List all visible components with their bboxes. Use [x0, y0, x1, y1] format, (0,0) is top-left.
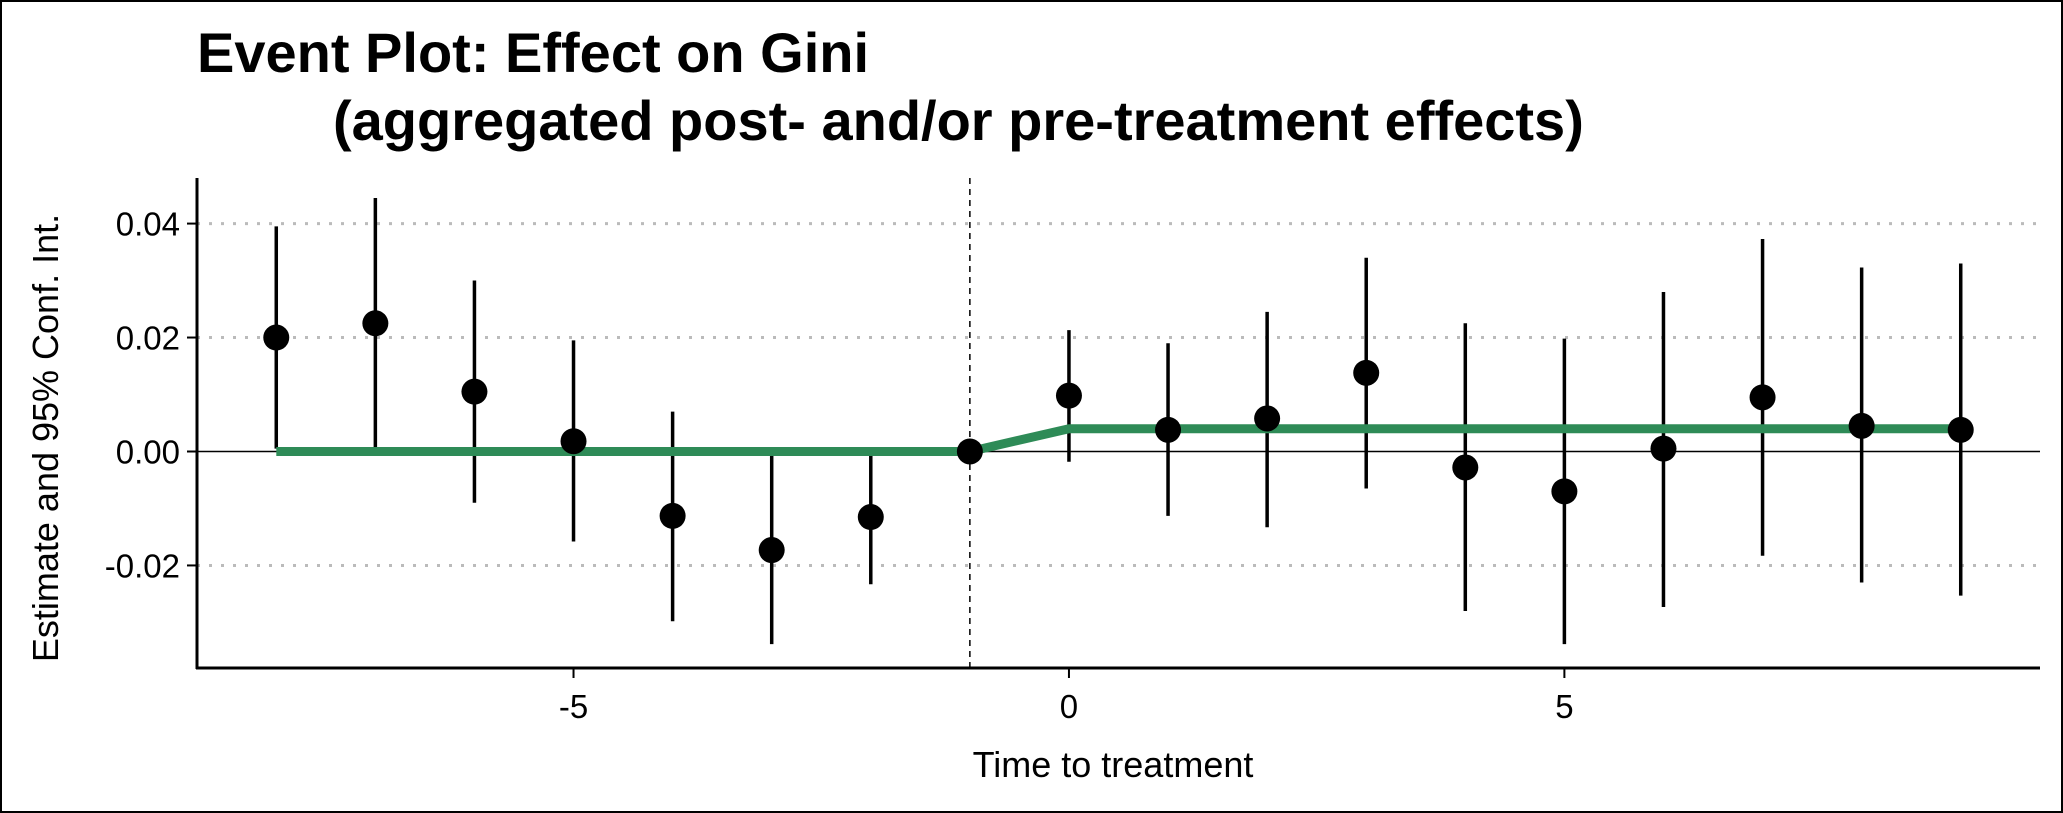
point-estimate-3	[560, 428, 587, 455]
y-tick-labels: 0.04 0.02 0.00 -0.02	[105, 206, 180, 585]
x-tick-label-2: 5	[1555, 688, 1573, 725]
point-estimate-6	[857, 504, 884, 531]
x-tick-labels: -5 0 5	[559, 688, 1574, 725]
aggregate-effect-line	[276, 424, 1961, 456]
point-estimate-14	[1650, 435, 1677, 462]
axes	[187, 178, 2040, 678]
point-estimate-16	[1848, 412, 1875, 439]
point-estimate-0	[263, 324, 290, 351]
point-estimate-11	[1353, 359, 1380, 386]
point-estimate-1	[362, 310, 389, 337]
point-estimates	[263, 310, 1974, 564]
y-tick-label-2: 0.00	[116, 433, 180, 470]
x-tick-label-1: 0	[1060, 688, 1078, 725]
point-estimate-15	[1749, 384, 1776, 411]
point-estimate-7	[956, 438, 983, 465]
point-estimate-2	[461, 378, 488, 405]
x-tick-label-0: -5	[559, 688, 588, 725]
confidence-intervals	[274, 197, 1963, 645]
chart-title-line2: (aggregated post- and/or pre-treatment e…	[333, 89, 1584, 152]
chart-title-line1: Event Plot: Effect on Gini	[197, 21, 869, 84]
point-estimate-12	[1452, 454, 1479, 481]
point-estimate-5	[758, 537, 785, 564]
x-axis-label: Time to treatment	[973, 744, 1254, 785]
aggregate-line	[276, 424, 1961, 456]
y-tick-label-1: 0.02	[116, 320, 180, 357]
point-estimate-17	[1947, 416, 1974, 443]
point-estimate-10	[1254, 405, 1281, 432]
point-estimate-8	[1055, 382, 1082, 409]
y-tick-label-3: -0.02	[105, 547, 180, 584]
point-estimate-13	[1551, 478, 1578, 505]
y-tick-label-0: 0.04	[116, 206, 180, 243]
point-estimate-9	[1155, 416, 1182, 443]
y-axis-label: Estimate and 95% Conf. Int.	[25, 214, 66, 662]
point-estimate-4	[659, 502, 686, 529]
